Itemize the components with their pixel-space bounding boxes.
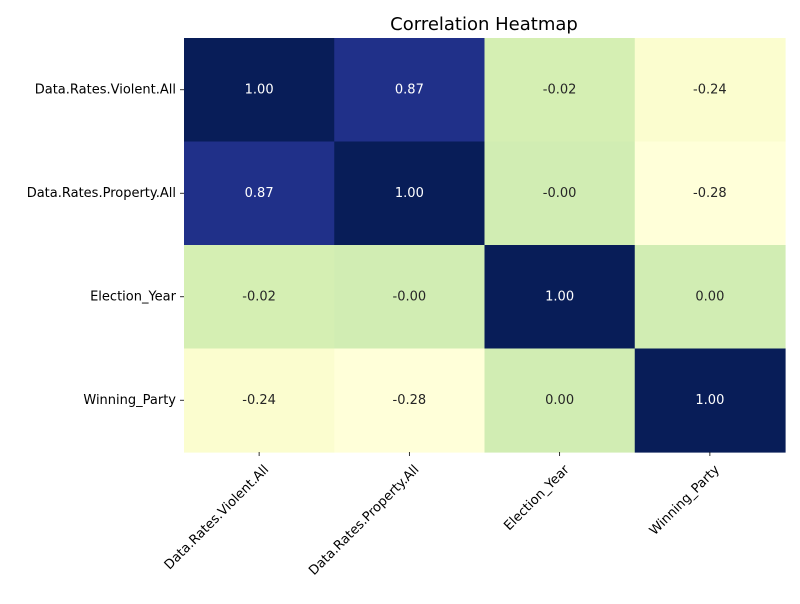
x-tick-label: Data.Rates.Violent.All <box>162 462 272 572</box>
heatmap-cell-r1-c1 <box>334 141 486 246</box>
y-axis: Data.Rates.Violent.All Data.Rates.Propert… <box>27 82 184 408</box>
cell-value-label: 0.87 <box>395 82 424 97</box>
heatmap-cell-r1-c0 <box>184 141 335 246</box>
heatmap-cell-r3-c0 <box>184 348 335 453</box>
cell-value-label: -0.02 <box>242 289 276 304</box>
cell-value-label: 0.87 <box>245 186 274 201</box>
heatmap-cell-r3-c1 <box>334 348 486 453</box>
cell-value-label: 1.00 <box>395 186 424 201</box>
x-axis: Data.Rates.Violent.All Data.Rates.Propert… <box>162 452 723 579</box>
heatmap-cell-r3-c3 <box>634 348 786 453</box>
chart-title: Correlation Heatmap <box>390 14 578 35</box>
cell-value-label: 0.00 <box>545 393 574 408</box>
heatmap-cell-r1-c2 <box>484 141 636 246</box>
cell-value-label: 1.00 <box>545 289 574 304</box>
cell-value-label: -0.00 <box>393 289 427 304</box>
cell-value-label: 1.00 <box>245 82 274 97</box>
heatmap-cell-r0-c2 <box>484 38 636 143</box>
heatmap-cell-labels: 1.00 0.87 -0.02 -0.24 0.87 1.00 -0.00 -0.28 -0.0… <box>242 82 726 408</box>
heatmap-cell-r3-c2 <box>484 348 636 453</box>
cell-value-label: -0.00 <box>543 186 577 201</box>
x-tick-label: Data.Rates.Property.All <box>306 462 422 578</box>
heatmap-cell-r0-c3 <box>634 38 786 143</box>
heatmap-cell-r1-c3 <box>634 141 786 246</box>
y-tick-label: Data.Rates.Property.All <box>27 186 176 201</box>
cell-value-label: -0.28 <box>693 186 727 201</box>
y-tick-label: Data.Rates.Violent.All <box>35 82 176 97</box>
heatmap-cell-r0-c1 <box>334 38 486 143</box>
cell-value-label: -0.24 <box>693 82 727 97</box>
heatmap-cell-r2-c2 <box>484 245 636 350</box>
cell-value-label: -0.28 <box>393 393 427 408</box>
heatmap-cell-r0-c0 <box>184 38 335 143</box>
cell-value-label: -0.02 <box>543 82 577 97</box>
x-tick-label: Election_Year <box>501 462 573 534</box>
cell-value-label: -0.24 <box>242 393 276 408</box>
heatmap-cells <box>184 38 786 453</box>
heatmap-cell-r2-c3 <box>634 245 786 350</box>
cell-value-label: 0.00 <box>695 289 724 304</box>
y-tick-label: Winning_Party <box>83 393 176 408</box>
heatmap-cell-r2-c1 <box>334 245 486 350</box>
y-tick-label: Election_Year <box>90 289 177 304</box>
x-tick-label: Winning_Party <box>647 462 723 538</box>
heatmap-cell-r2-c0 <box>184 245 335 350</box>
cell-value-label: 1.00 <box>695 393 724 408</box>
